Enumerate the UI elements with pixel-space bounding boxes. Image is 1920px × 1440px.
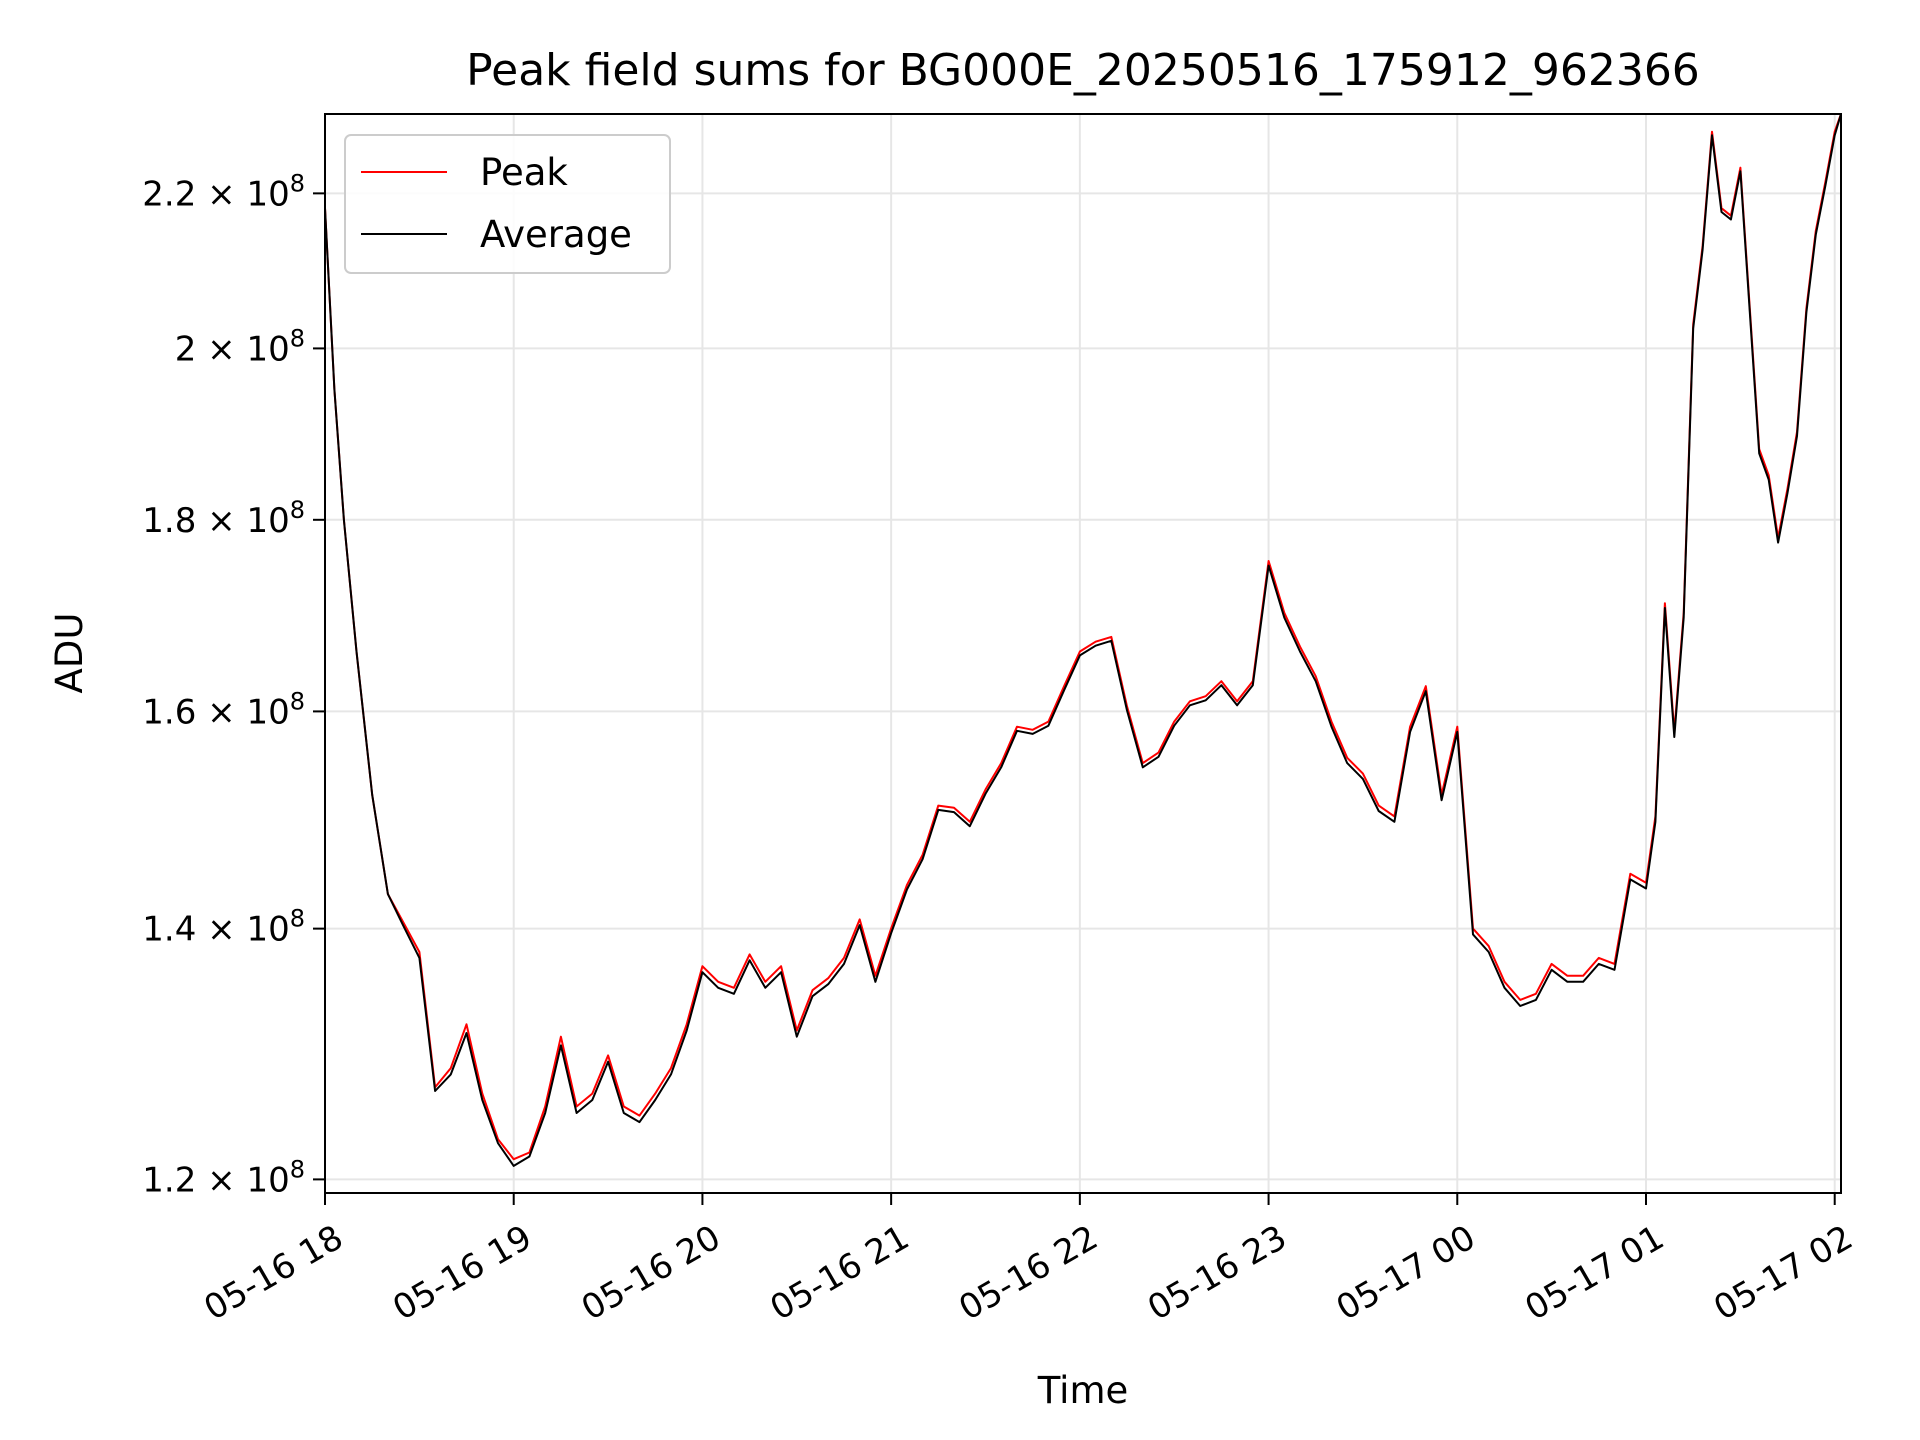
y-tick-label: 1.2 × 108 xyxy=(142,1155,305,1200)
y-tick-mantissa: 1.6 xyxy=(142,692,196,732)
y-tick-times: × 10 xyxy=(196,1160,289,1200)
y-tick-exponent: 8 xyxy=(290,1155,305,1183)
y-tick-label: 1.4 × 108 xyxy=(142,905,305,950)
y-tick-exponent: 8 xyxy=(290,169,305,197)
grid xyxy=(324,114,1841,1193)
y-tick-times: × 10 xyxy=(196,174,289,214)
plot-frame xyxy=(324,113,1842,1194)
y-tick-mantissa: 1.2 xyxy=(142,1160,196,1200)
y-tick-label: 2.2 × 108 xyxy=(142,169,305,214)
legend-peak-label: Peak xyxy=(480,151,568,194)
y-tick-exponent: 8 xyxy=(290,324,305,352)
y-tick-mantissa: 2.2 xyxy=(142,174,196,214)
chart-title: Peak field sums for BG000E_20250516_1759… xyxy=(466,45,1700,96)
y-tick-label: 1.8 × 108 xyxy=(142,496,305,541)
y-tick-exponent: 8 xyxy=(290,496,305,524)
series-line-average xyxy=(324,113,1842,1167)
y-tick-times: × 10 xyxy=(196,501,289,541)
y-tick-times: × 10 xyxy=(196,692,289,732)
series-layer xyxy=(324,113,1842,1167)
y-tick-exponent: 8 xyxy=(290,687,305,715)
y-tick-times: × 10 xyxy=(196,329,289,369)
legend: Peak Average xyxy=(344,134,671,274)
y-axis-label: ADU xyxy=(48,613,91,694)
y-tick-label: 2 × 108 xyxy=(175,324,305,369)
y-tick-times: × 10 xyxy=(196,910,289,950)
legend-box xyxy=(344,134,671,274)
legend-average-label: Average xyxy=(480,213,632,256)
y-tick-mantissa: 1.8 xyxy=(142,501,196,541)
y-tick-mantissa: 2 xyxy=(175,329,197,369)
y-tick-mantissa: 1.4 xyxy=(142,910,196,950)
y-tick-exponent: 8 xyxy=(290,905,305,933)
y-tick-label: 1.6 × 108 xyxy=(142,687,305,732)
x-axis-label: Time xyxy=(1037,1369,1129,1412)
